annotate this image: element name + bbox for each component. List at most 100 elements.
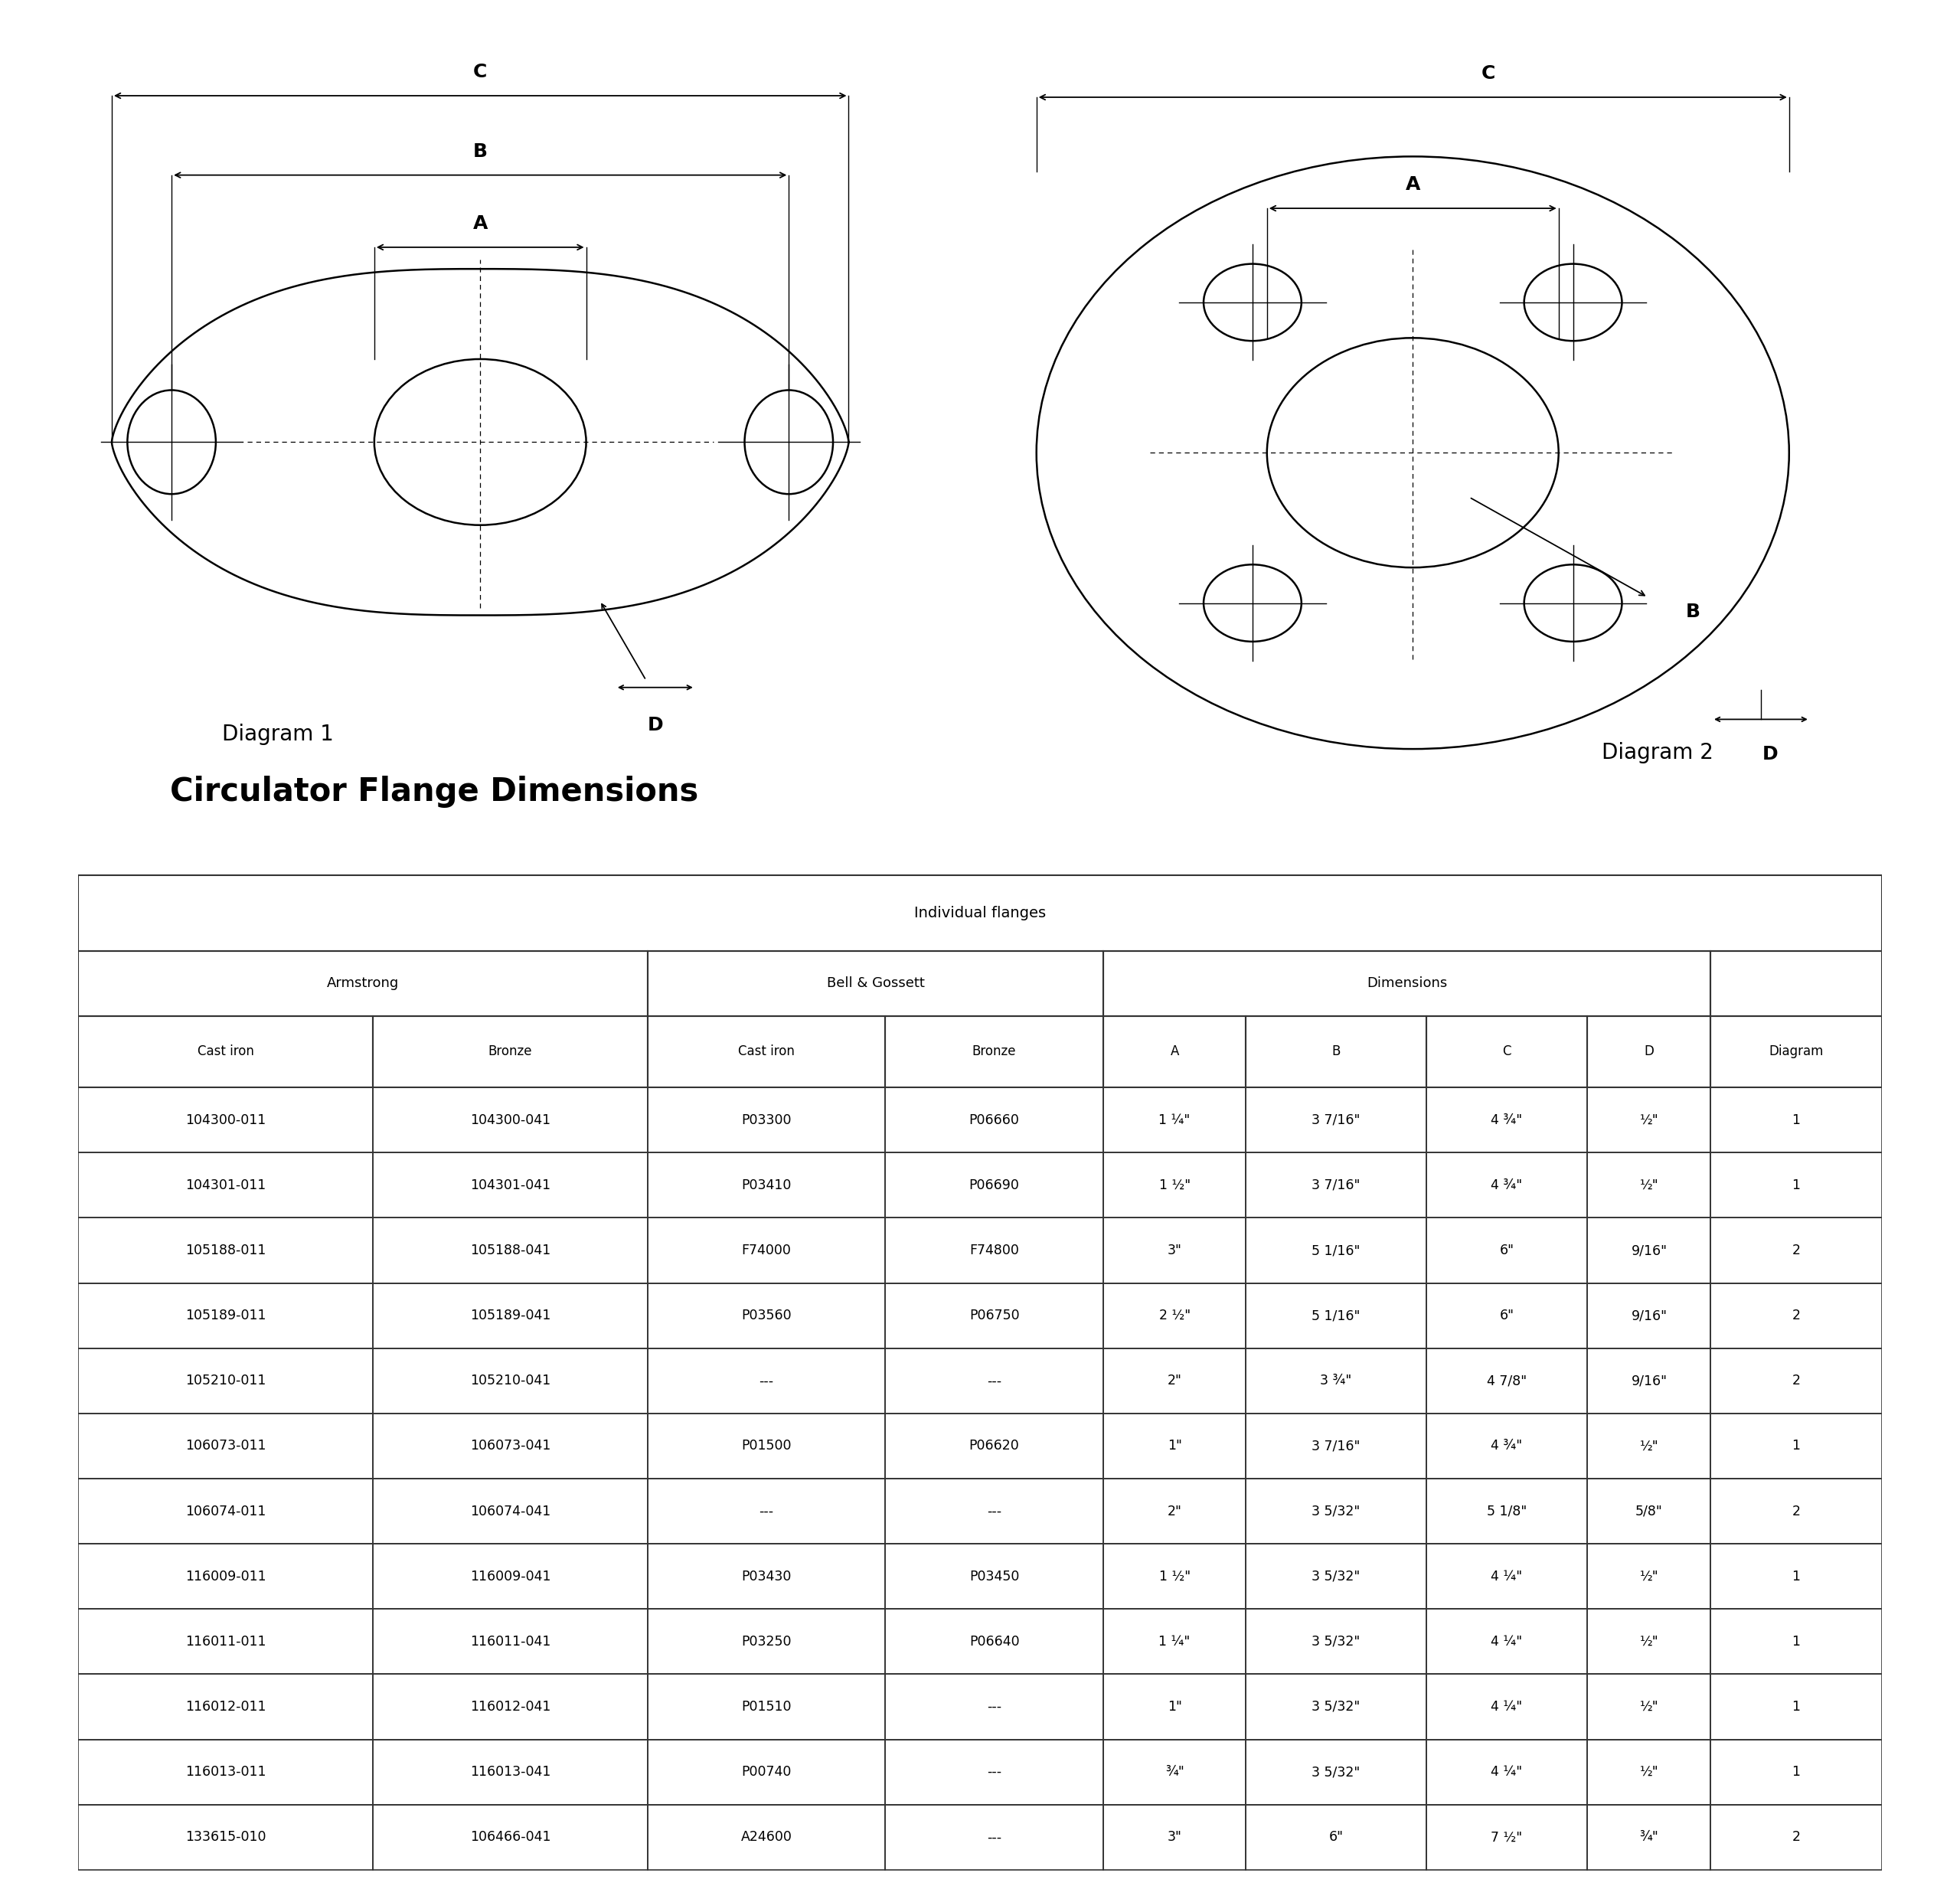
Bar (649, 1804, 886, 1871)
Bar (886, 1413, 1103, 1479)
Text: 4 ¼": 4 ¼" (1492, 1700, 1523, 1713)
Bar (1711, 1739, 1882, 1804)
Bar (886, 1153, 1103, 1217)
Bar (886, 1608, 1103, 1675)
Text: 3 5/32": 3 5/32" (1311, 1700, 1360, 1713)
Text: 1: 1 (1791, 1439, 1801, 1453)
Bar (1247, 1217, 1427, 1284)
Text: ½": ½" (1641, 1439, 1658, 1453)
Bar (1103, 951, 1711, 1016)
Text: ½": ½" (1641, 1764, 1658, 1779)
Text: 1: 1 (1791, 1635, 1801, 1648)
Text: 4 ¾": 4 ¾" (1492, 1439, 1523, 1453)
Bar (1427, 1284, 1588, 1348)
Bar (1427, 1153, 1588, 1217)
Bar (1588, 1088, 1711, 1153)
Bar (1247, 1479, 1427, 1544)
Bar (1711, 1088, 1882, 1153)
Text: 3": 3" (1168, 1831, 1182, 1844)
Bar (78, 951, 649, 1016)
Bar (1427, 1413, 1588, 1479)
Bar (372, 1016, 649, 1088)
Text: 116009-011: 116009-011 (184, 1569, 267, 1584)
Text: 116013-041: 116013-041 (470, 1764, 551, 1779)
Text: 1: 1 (1791, 1113, 1801, 1126)
Text: ½": ½" (1641, 1635, 1658, 1648)
Text: 1: 1 (1791, 1764, 1801, 1779)
Bar (1247, 1153, 1427, 1217)
Bar (372, 1217, 649, 1284)
Bar (1427, 1016, 1588, 1088)
Text: 105188-011: 105188-011 (184, 1244, 267, 1257)
Bar (1427, 1088, 1588, 1153)
Text: 106466-041: 106466-041 (470, 1831, 551, 1844)
Text: P06660: P06660 (968, 1113, 1019, 1126)
Text: 1: 1 (1791, 1700, 1801, 1713)
Bar (1711, 951, 1882, 1016)
Text: 6": 6" (1329, 1831, 1343, 1844)
Text: 3": 3" (1168, 1244, 1182, 1257)
Bar (1427, 1544, 1588, 1608)
Text: 116009-041: 116009-041 (470, 1569, 551, 1584)
Text: P00740: P00740 (741, 1764, 792, 1779)
Text: 7 ½": 7 ½" (1492, 1831, 1523, 1844)
Bar (649, 1153, 886, 1217)
Bar (1588, 1413, 1711, 1479)
Bar (649, 1088, 886, 1153)
Text: 3 5/32": 3 5/32" (1311, 1764, 1360, 1779)
Bar (372, 1544, 649, 1608)
Text: Bronze: Bronze (488, 1044, 533, 1058)
Bar (78, 1348, 372, 1413)
Bar (1588, 1544, 1711, 1608)
Text: B: B (1686, 602, 1699, 621)
Bar (372, 1413, 649, 1479)
Bar (649, 951, 1103, 1016)
Bar (1588, 1479, 1711, 1544)
Text: 2: 2 (1791, 1831, 1801, 1844)
Bar (1711, 1804, 1882, 1871)
Bar (372, 1739, 649, 1804)
Text: F74000: F74000 (741, 1244, 792, 1257)
Bar (1103, 1088, 1247, 1153)
Bar (1588, 1608, 1711, 1675)
Bar (649, 1675, 886, 1739)
Bar (1427, 1804, 1588, 1871)
Text: 116012-041: 116012-041 (470, 1700, 551, 1713)
Bar (372, 1088, 649, 1153)
Bar (1247, 1608, 1427, 1675)
Bar (1247, 1016, 1427, 1088)
Bar (1711, 1153, 1882, 1217)
Bar (1711, 1675, 1882, 1739)
Text: B: B (472, 142, 488, 161)
Bar (372, 1479, 649, 1544)
Text: ---: --- (988, 1700, 1002, 1713)
Text: 106074-041: 106074-041 (470, 1504, 551, 1517)
Bar (649, 1348, 886, 1413)
Text: 1 ½": 1 ½" (1158, 1569, 1190, 1584)
Bar (78, 1016, 372, 1088)
Text: 9/16": 9/16" (1631, 1244, 1668, 1257)
Bar (1103, 1608, 1247, 1675)
Bar (1588, 1217, 1711, 1284)
Text: 4 ¾": 4 ¾" (1492, 1179, 1523, 1193)
Bar (649, 1413, 886, 1479)
Text: 1 ¼": 1 ¼" (1158, 1113, 1190, 1126)
Text: ---: --- (988, 1375, 1002, 1388)
Text: Cast iron: Cast iron (739, 1044, 794, 1058)
Text: 6": 6" (1499, 1308, 1513, 1322)
Bar (1588, 1675, 1711, 1739)
Text: P06690: P06690 (968, 1179, 1019, 1193)
Bar (886, 1804, 1103, 1871)
Bar (1711, 1016, 1882, 1088)
Text: ½": ½" (1641, 1700, 1658, 1713)
Text: P03410: P03410 (741, 1179, 792, 1193)
Text: 1 ½": 1 ½" (1158, 1179, 1190, 1193)
Bar (78, 1479, 372, 1544)
Text: 4 ¾": 4 ¾" (1492, 1113, 1523, 1126)
Text: 3 7/16": 3 7/16" (1311, 1113, 1360, 1126)
Text: Circulator Flange Dimensions: Circulator Flange Dimensions (171, 777, 698, 807)
Bar (1103, 1675, 1247, 1739)
Text: 2 ½": 2 ½" (1158, 1308, 1190, 1322)
Text: Diagram 2: Diagram 2 (1601, 743, 1713, 763)
Text: 5 1/16": 5 1/16" (1311, 1308, 1360, 1322)
